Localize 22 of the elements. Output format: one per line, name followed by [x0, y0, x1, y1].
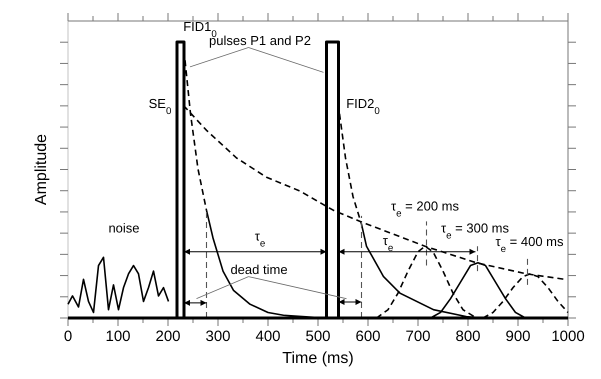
- annotation: τ$_{e}$ = 400 ms: [495, 234, 564, 255]
- annotation: τ$_{e}$: [382, 232, 394, 254]
- x-tick-label: 100: [105, 328, 131, 345]
- x-tick-label: 200: [155, 328, 181, 345]
- annotation: τ$_{e}$: [254, 228, 266, 250]
- x-tick-label: 800: [455, 328, 481, 345]
- x-tick-label: 1000: [551, 328, 585, 345]
- x-tick-label: 500: [305, 328, 331, 345]
- annotation: FID2$_{0}$: [346, 96, 380, 117]
- x-axis-title: Time (ms): [282, 350, 354, 367]
- x-tick-label: 300: [205, 328, 231, 345]
- annotation: SE$_{0}$: [148, 96, 172, 117]
- y-axis-title: Amplitude: [33, 134, 50, 206]
- x-tick-label: 700: [405, 328, 431, 345]
- text: FID1$_{0}$: [183, 18, 218, 40]
- x-tick-label: 900: [505, 328, 531, 345]
- annotation: dead time: [230, 262, 288, 277]
- x-tick-label: 400: [255, 328, 281, 345]
- x-tick-label: 600: [355, 328, 381, 345]
- x-tick-label: 0: [64, 328, 72, 345]
- annotation: τ$_{e}$ = 200 ms: [390, 198, 460, 219]
- annotation: noise: [108, 220, 140, 236]
